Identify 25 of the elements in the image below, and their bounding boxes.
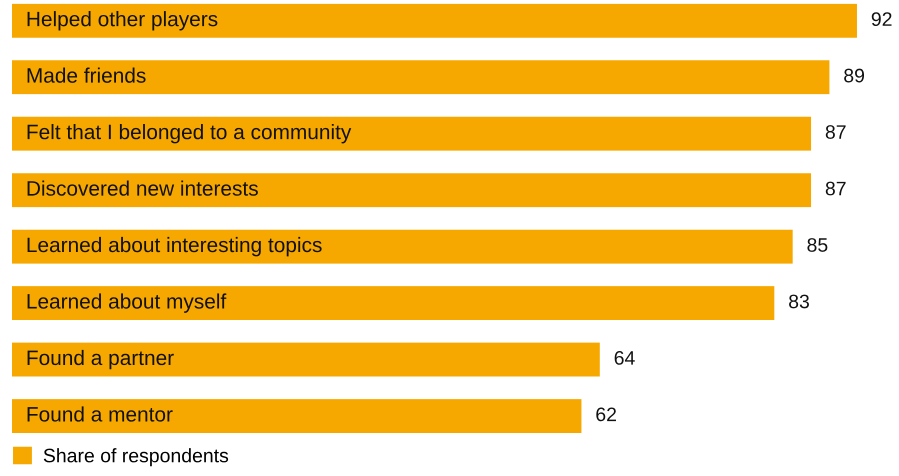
data-label: 83 <box>789 294 809 308</box>
y-tick-label: Found a mentor <box>28 406 173 422</box>
legend-label: Share of respondents <box>44 448 228 466</box>
bar <box>12 60 830 94</box>
data-label: 87 <box>826 182 846 196</box>
data-label: 89 <box>844 68 864 82</box>
y-tick-label: Learned about myself <box>28 293 226 313</box>
y-tick-label: Found a partner <box>28 350 174 370</box>
y-tick-label: Discovered new interests <box>28 180 258 196</box>
bar <box>12 286 774 320</box>
bar <box>12 116 812 151</box>
bar <box>12 342 600 377</box>
y-tick-label: Learned about interesting topics <box>28 236 322 256</box>
data-label: 62 <box>596 408 616 422</box>
data-label: 87 <box>826 125 846 139</box>
bar <box>12 230 793 264</box>
y-tick-label: Made friends <box>28 68 146 83</box>
data-label: 92 <box>872 12 892 26</box>
y-tick-label: Felt that I belonged to a community <box>28 124 352 144</box>
data-label: 85 <box>807 238 828 252</box>
y-tick-label: Helped other players <box>28 11 218 30</box>
bar <box>12 399 582 433</box>
bar <box>12 4 857 38</box>
bar <box>12 173 812 208</box>
data-label: 64 <box>614 351 635 365</box>
